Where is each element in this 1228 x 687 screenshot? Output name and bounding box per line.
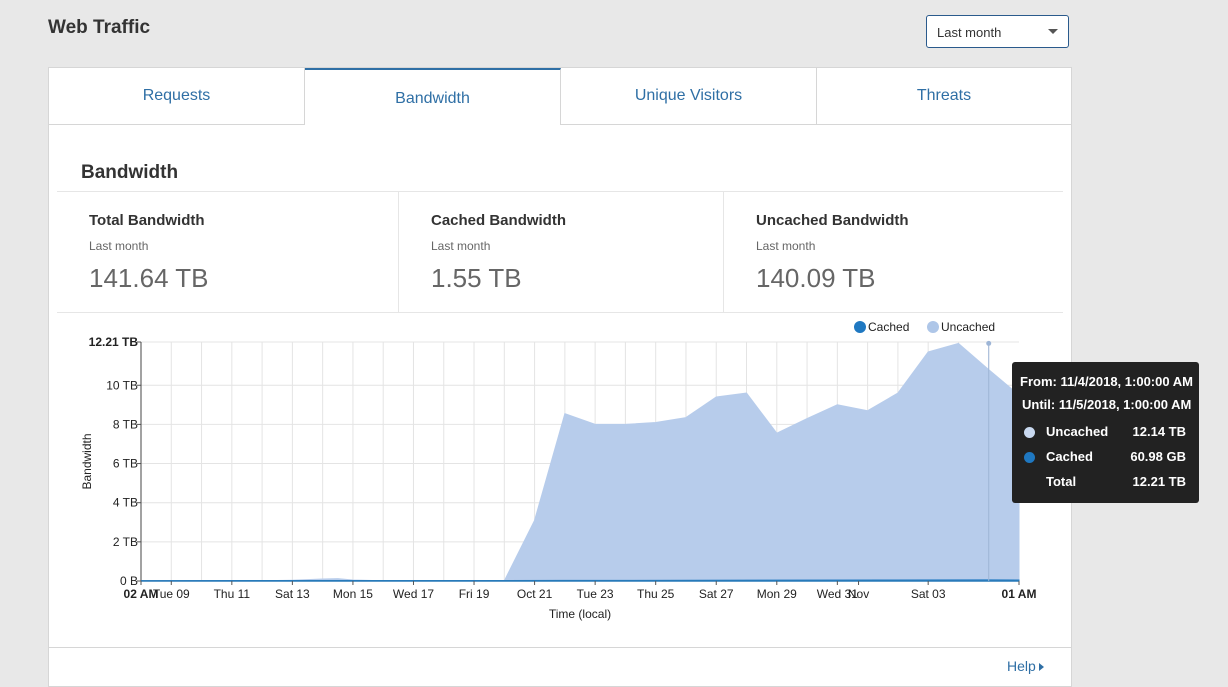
- tab-requests[interactable]: Requests: [49, 68, 305, 125]
- stat-name: Total Bandwidth: [89, 212, 205, 229]
- tooltip-label: Uncached: [1046, 424, 1109, 439]
- time-range-select[interactable]: Last month: [926, 15, 1069, 48]
- x-tick-label: Tue 09: [153, 587, 190, 601]
- tooltip-value: 12.21 TB: [1132, 474, 1186, 489]
- y-tick-label: 2 TB: [113, 535, 138, 549]
- tab-bar: Requests Bandwidth Unique Visitors Threa…: [49, 68, 1071, 125]
- x-tick-label: Thu 25: [637, 587, 675, 601]
- chart-tooltip: From: 11/4/2018, 1:00:00 AM Until: 11/5/…: [1012, 362, 1199, 503]
- tooltip-until: Until: 11/5/2018, 1:00:00 AM: [1022, 397, 1192, 412]
- tab-bandwidth[interactable]: Bandwidth: [305, 68, 561, 125]
- x-tick-label: Oct 21: [517, 587, 553, 601]
- y-tick-label: 10 TB: [106, 378, 138, 392]
- x-tick-label: Wed 31: [817, 587, 858, 601]
- stat-value: 140.09 TB: [756, 263, 876, 293]
- legend-uncached-icon: [927, 321, 939, 333]
- stat-period: Last month: [89, 239, 149, 253]
- x-tick-label: Sat 03: [911, 587, 946, 601]
- y-tick-label: 6 TB: [113, 457, 138, 471]
- uncached-area: [140, 342, 1020, 582]
- y-tick-label: 8 TB: [113, 417, 138, 431]
- page-title: Web Traffic: [48, 17, 151, 38]
- stat-cached-bandwidth: Cached Bandwidth Last month 1.55 TB: [398, 192, 723, 312]
- stat-uncached-bandwidth: Uncached Bandwidth Last month 140.09 TB: [723, 192, 1048, 312]
- stat-name: Uncached Bandwidth: [756, 212, 909, 229]
- traffic-panel: Requests Bandwidth Unique Visitors Threa…: [48, 67, 1072, 687]
- stat-period: Last month: [431, 239, 491, 253]
- y-axis-title: Bandwidth: [80, 433, 94, 489]
- tab-threats[interactable]: Threats: [817, 68, 1071, 125]
- tooltip-row-total: Total 12.21 TB: [1024, 474, 1186, 492]
- x-tick-label: Sat 13: [275, 587, 310, 601]
- tab-unique-visitors[interactable]: Unique Visitors: [561, 68, 817, 125]
- tooltip-from: From: 11/4/2018, 1:00:00 AM: [1020, 374, 1193, 389]
- tooltip-label: Total: [1046, 474, 1077, 489]
- help-label: Help: [1007, 658, 1036, 674]
- x-tick-label: Wed 17: [393, 587, 434, 601]
- hover-point: [986, 340, 992, 346]
- help-link[interactable]: Help: [1007, 658, 1044, 674]
- stat-value: 1.55 TB: [431, 263, 522, 293]
- legend-cached-label: Cached: [868, 320, 909, 334]
- legend-cached-icon: [854, 321, 866, 333]
- y-tick-label: 12.21 TB: [89, 335, 139, 349]
- x-tick-label: Mon 15: [333, 587, 373, 601]
- x-tick-label: 02 AM: [124, 587, 159, 601]
- caret-right-icon: [1038, 663, 1044, 671]
- x-tick-label: Sat 27: [699, 587, 734, 601]
- x-tick-label: Thu 11: [214, 587, 251, 601]
- tooltip-row-cached: Cached 60.98 GB: [1024, 449, 1186, 467]
- y-tick-label: 4 TB: [113, 496, 138, 510]
- tooltip-value: 60.98 GB: [1130, 449, 1186, 464]
- stat-period: Last month: [756, 239, 816, 253]
- y-tick-label: 0 B: [120, 574, 138, 588]
- uncached-dot-icon: [1024, 427, 1035, 438]
- panel-footer-divider: [49, 647, 1071, 648]
- x-tick-label: Mon 29: [757, 587, 797, 601]
- tooltip-label: Cached: [1046, 449, 1093, 464]
- time-range-value: Last month: [937, 25, 1002, 40]
- cached-dot-icon: [1024, 452, 1035, 463]
- x-tick-label: Nov: [848, 587, 869, 601]
- x-axis-title: Time (local): [549, 607, 611, 621]
- stats-divider: [57, 312, 1063, 313]
- section-title: Bandwidth: [81, 162, 179, 183]
- stat-total-bandwidth: Total Bandwidth Last month 141.64 TB: [57, 192, 382, 312]
- tooltip-value: 12.14 TB: [1132, 424, 1186, 439]
- chevron-down-icon: [1048, 29, 1058, 34]
- stat-name: Cached Bandwidth: [431, 212, 567, 229]
- legend-uncached-label: Uncached: [941, 320, 995, 334]
- section-divider: [57, 191, 1063, 192]
- stat-value: 141.64 TB: [89, 263, 209, 293]
- tooltip-row-uncached: Uncached 12.14 TB: [1024, 424, 1186, 442]
- x-tick-label: Tue 23: [577, 587, 614, 601]
- x-tick-label: Fri 19: [459, 587, 490, 601]
- x-tick-label: 01 AM: [1002, 587, 1037, 601]
